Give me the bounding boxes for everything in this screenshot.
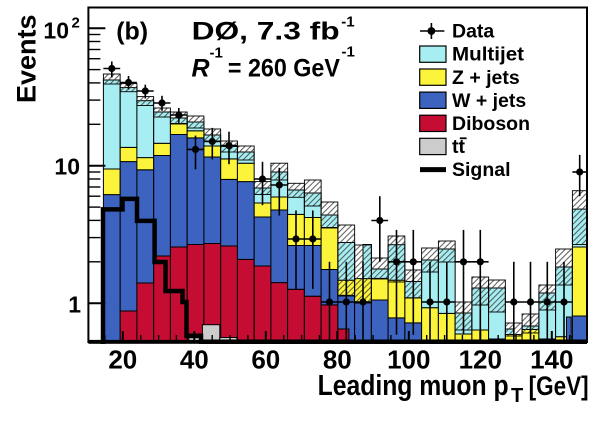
svg-text:(b): (b)	[116, 18, 148, 46]
svg-text:20: 20	[108, 345, 137, 375]
svg-text:Leading muon p: Leading muon p	[318, 370, 509, 402]
svg-text:80: 80	[323, 345, 352, 375]
svg-text:= 260 GeV: = 260 GeV	[228, 55, 340, 83]
svg-text:Z + jets: Z + jets	[452, 67, 520, 89]
svg-text:DØ, 7.3 fb: DØ, 7.3 fb	[192, 18, 340, 46]
svg-text:100: 100	[387, 345, 430, 375]
svg-text:R: R	[192, 55, 210, 83]
svg-text:40: 40	[180, 345, 209, 375]
svg-text:2: 2	[72, 15, 80, 32]
svg-text:10: 10	[54, 154, 80, 180]
svg-text:-1: -1	[342, 44, 355, 61]
svg-text:10: 10	[43, 18, 69, 44]
svg-text:Multijet: Multijet	[452, 44, 525, 66]
svg-text:120: 120	[459, 345, 502, 375]
svg-text:T: T	[511, 385, 523, 407]
svg-text:60: 60	[251, 345, 280, 375]
svg-text:Events: Events	[12, 14, 42, 103]
svg-text:W + jets: W + jets	[452, 90, 526, 112]
svg-text:-1: -1	[341, 13, 354, 30]
svg-text:1: 1	[68, 292, 81, 318]
svg-text:Signal: Signal	[452, 159, 511, 181]
svg-text:Data: Data	[452, 21, 494, 43]
svg-text:Diboson: Diboson	[452, 113, 530, 135]
svg-text:[GeV]: [GeV]	[529, 371, 589, 401]
svg-text:140: 140	[530, 345, 573, 375]
svg-text:tt: tt	[452, 136, 465, 158]
svg-text:-1: -1	[210, 45, 223, 62]
